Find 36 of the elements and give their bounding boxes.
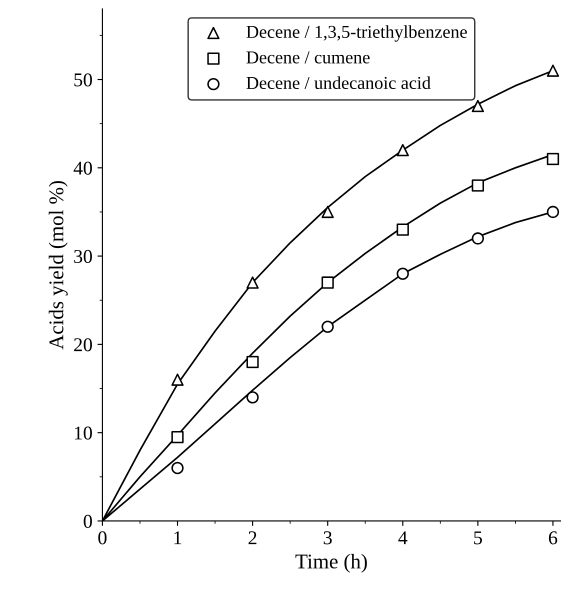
x-tick-label: 4: [398, 531, 408, 544]
point: [472, 179, 484, 192]
x-tick-label: 6: [548, 531, 558, 544]
x-tick-label: 3: [324, 531, 332, 544]
x-tick-label: 5: [474, 531, 482, 544]
legend-label: Decene / undecanoic acid: [246, 76, 431, 90]
legend-label: Decene / 1,3,5-triethylbenzene: [246, 25, 467, 42]
point: [396, 144, 409, 156]
y-tick-label: 40: [74, 162, 92, 175]
point: [322, 276, 334, 289]
y-tick-label: 30: [74, 250, 92, 264]
point: [171, 374, 184, 386]
point: [546, 206, 560, 218]
y-tick-label: 10: [74, 426, 92, 440]
point: [472, 100, 484, 112]
point: [246, 276, 259, 289]
legend-label: Decene / cumene: [246, 51, 370, 64]
point: [546, 64, 560, 77]
x-axis-title: Time (h): [295, 554, 367, 573]
y-axis-title: Acids yield (mol %): [48, 181, 68, 350]
y-tick-label: 0: [84, 514, 92, 528]
point: [546, 152, 560, 166]
point: [322, 206, 334, 218]
point: [396, 268, 409, 280]
point: [472, 232, 484, 245]
point: [171, 462, 184, 474]
y-tick-label: 50: [74, 73, 92, 86]
x-tick-label: 0: [98, 531, 107, 544]
x-tick-label: 1: [174, 531, 182, 544]
point: [396, 223, 409, 236]
x-tick-label: 2: [248, 531, 256, 544]
point: [246, 391, 259, 404]
point: [171, 430, 184, 444]
y-tick-label: 20: [74, 338, 92, 352]
point: [246, 356, 259, 368]
point: [322, 320, 334, 333]
